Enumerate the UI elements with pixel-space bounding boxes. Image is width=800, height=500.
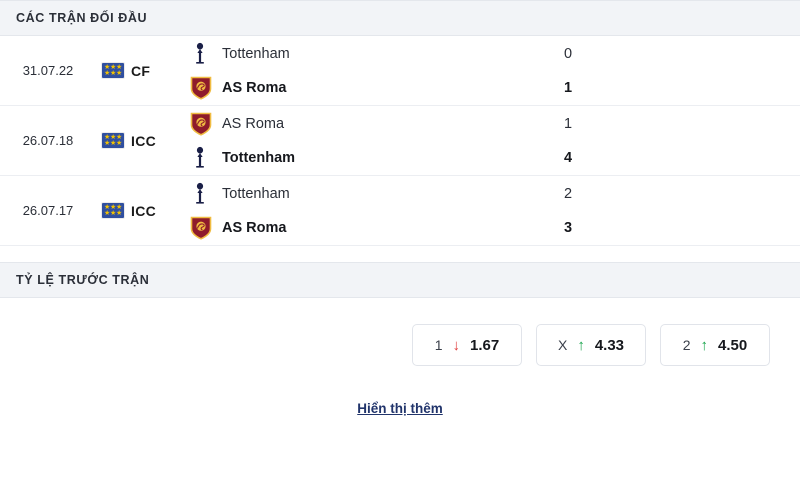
- as-roma-crest: [190, 112, 212, 136]
- match-date: 31.07.22: [22, 63, 74, 78]
- match-scores: 2 3: [540, 176, 800, 245]
- odds-key: 2: [682, 337, 691, 353]
- tottenham-crest: [190, 181, 212, 206]
- list-item: Tottenham: [190, 181, 540, 206]
- show-more-link[interactable]: Hiển thị thêm: [357, 401, 443, 416]
- score-row: 4: [540, 147, 800, 169]
- odds-button-draw[interactable]: X ↑ 4.33: [536, 324, 646, 366]
- as-roma-crest: [190, 216, 212, 240]
- score-row: 0: [540, 43, 800, 65]
- competition-label: ICC: [131, 202, 157, 219]
- score-row: 2: [540, 183, 800, 205]
- arrow-up-icon: ↑: [577, 336, 585, 354]
- score-value: 0: [564, 45, 573, 62]
- arrow-down-icon: ↓: [452, 336, 461, 354]
- h2h-section-header: Các trận đối đầu: [0, 0, 800, 36]
- match-date: 26.07.17: [22, 203, 74, 218]
- odds-key: X: [557, 337, 568, 353]
- match-scores: 1 4: [540, 106, 800, 175]
- list-item: AS Roma: [190, 216, 540, 240]
- odds-section-header: Tỷ lệ trước trận: [0, 262, 800, 298]
- match-teams: Tottenham AS Roma: [184, 176, 540, 245]
- odds-section-title: Tỷ lệ trước trận: [16, 273, 150, 287]
- odds-value: 4.50: [718, 336, 748, 354]
- match-teams: AS Roma Tottenham: [184, 106, 540, 175]
- score-value: 1: [564, 79, 573, 96]
- score-value: 1: [564, 115, 573, 132]
- h2h-match-list: 31.07.22 ★ ★ ★ ★ ★ ★ CF: [0, 36, 800, 246]
- table-row[interactable]: 26.07.18 ★ ★ ★ ★ ★ ★ ICC: [0, 106, 800, 176]
- list-item: Tottenham: [190, 41, 540, 66]
- list-item: AS Roma: [190, 112, 540, 136]
- score-value: 3: [564, 219, 573, 236]
- list-item: AS Roma: [190, 76, 540, 100]
- score-value: 2: [564, 185, 573, 202]
- competition-label: ICC: [131, 132, 157, 149]
- table-row[interactable]: 26.07.17 ★ ★ ★ ★ ★ ★ ICC: [0, 176, 800, 246]
- show-more-wrapper: Hiển thị thêm: [0, 400, 800, 418]
- eu-flag-icon: ★ ★ ★ ★ ★ ★: [102, 133, 124, 148]
- match-competition: ★ ★ ★ ★ ★ ★ CF: [96, 36, 184, 105]
- team-name: Tottenham: [222, 149, 296, 166]
- odds-value: 1.67: [470, 336, 500, 354]
- match-teams: Tottenham AS Roma: [184, 36, 540, 105]
- odds-button-away[interactable]: 2 ↑ 4.50: [660, 324, 770, 366]
- list-item: Tottenham: [190, 145, 540, 170]
- match-scores: 0 1: [540, 36, 800, 105]
- team-name: AS Roma: [222, 79, 287, 96]
- score-value: 4: [564, 149, 573, 166]
- as-roma-crest: [190, 76, 212, 100]
- tottenham-crest: [190, 145, 212, 170]
- eu-flag-icon: ★ ★ ★ ★ ★ ★: [102, 63, 124, 78]
- score-row: 1: [540, 113, 800, 135]
- eu-flag-icon: ★ ★ ★ ★ ★ ★: [102, 203, 124, 218]
- tottenham-crest: [190, 41, 212, 66]
- match-date: 26.07.18: [22, 133, 74, 148]
- match-competition: ★ ★ ★ ★ ★ ★ ICC: [96, 106, 184, 175]
- competition-label: CF: [131, 62, 151, 79]
- odds-value: 4.33: [594, 336, 625, 354]
- match-competition: ★ ★ ★ ★ ★ ★ ICC: [96, 176, 184, 245]
- table-row[interactable]: 31.07.22 ★ ★ ★ ★ ★ ★ CF: [0, 36, 800, 106]
- odds-key: 1: [434, 337, 443, 353]
- arrow-up-icon: ↑: [700, 336, 709, 354]
- odds-button-home[interactable]: 1 ↓ 1.67: [412, 324, 522, 366]
- score-row: 3: [540, 217, 800, 239]
- team-name: Tottenham: [222, 185, 290, 202]
- h2h-section-title: Các trận đối đầu: [16, 11, 148, 25]
- team-name: AS Roma: [222, 115, 285, 132]
- score-row: 1: [540, 77, 800, 99]
- odds-row: 1 ↓ 1.67 X ↑ 4.33 2 ↑ 4.50: [0, 298, 800, 366]
- team-name: Tottenham: [222, 45, 290, 62]
- team-name: AS Roma: [222, 219, 287, 236]
